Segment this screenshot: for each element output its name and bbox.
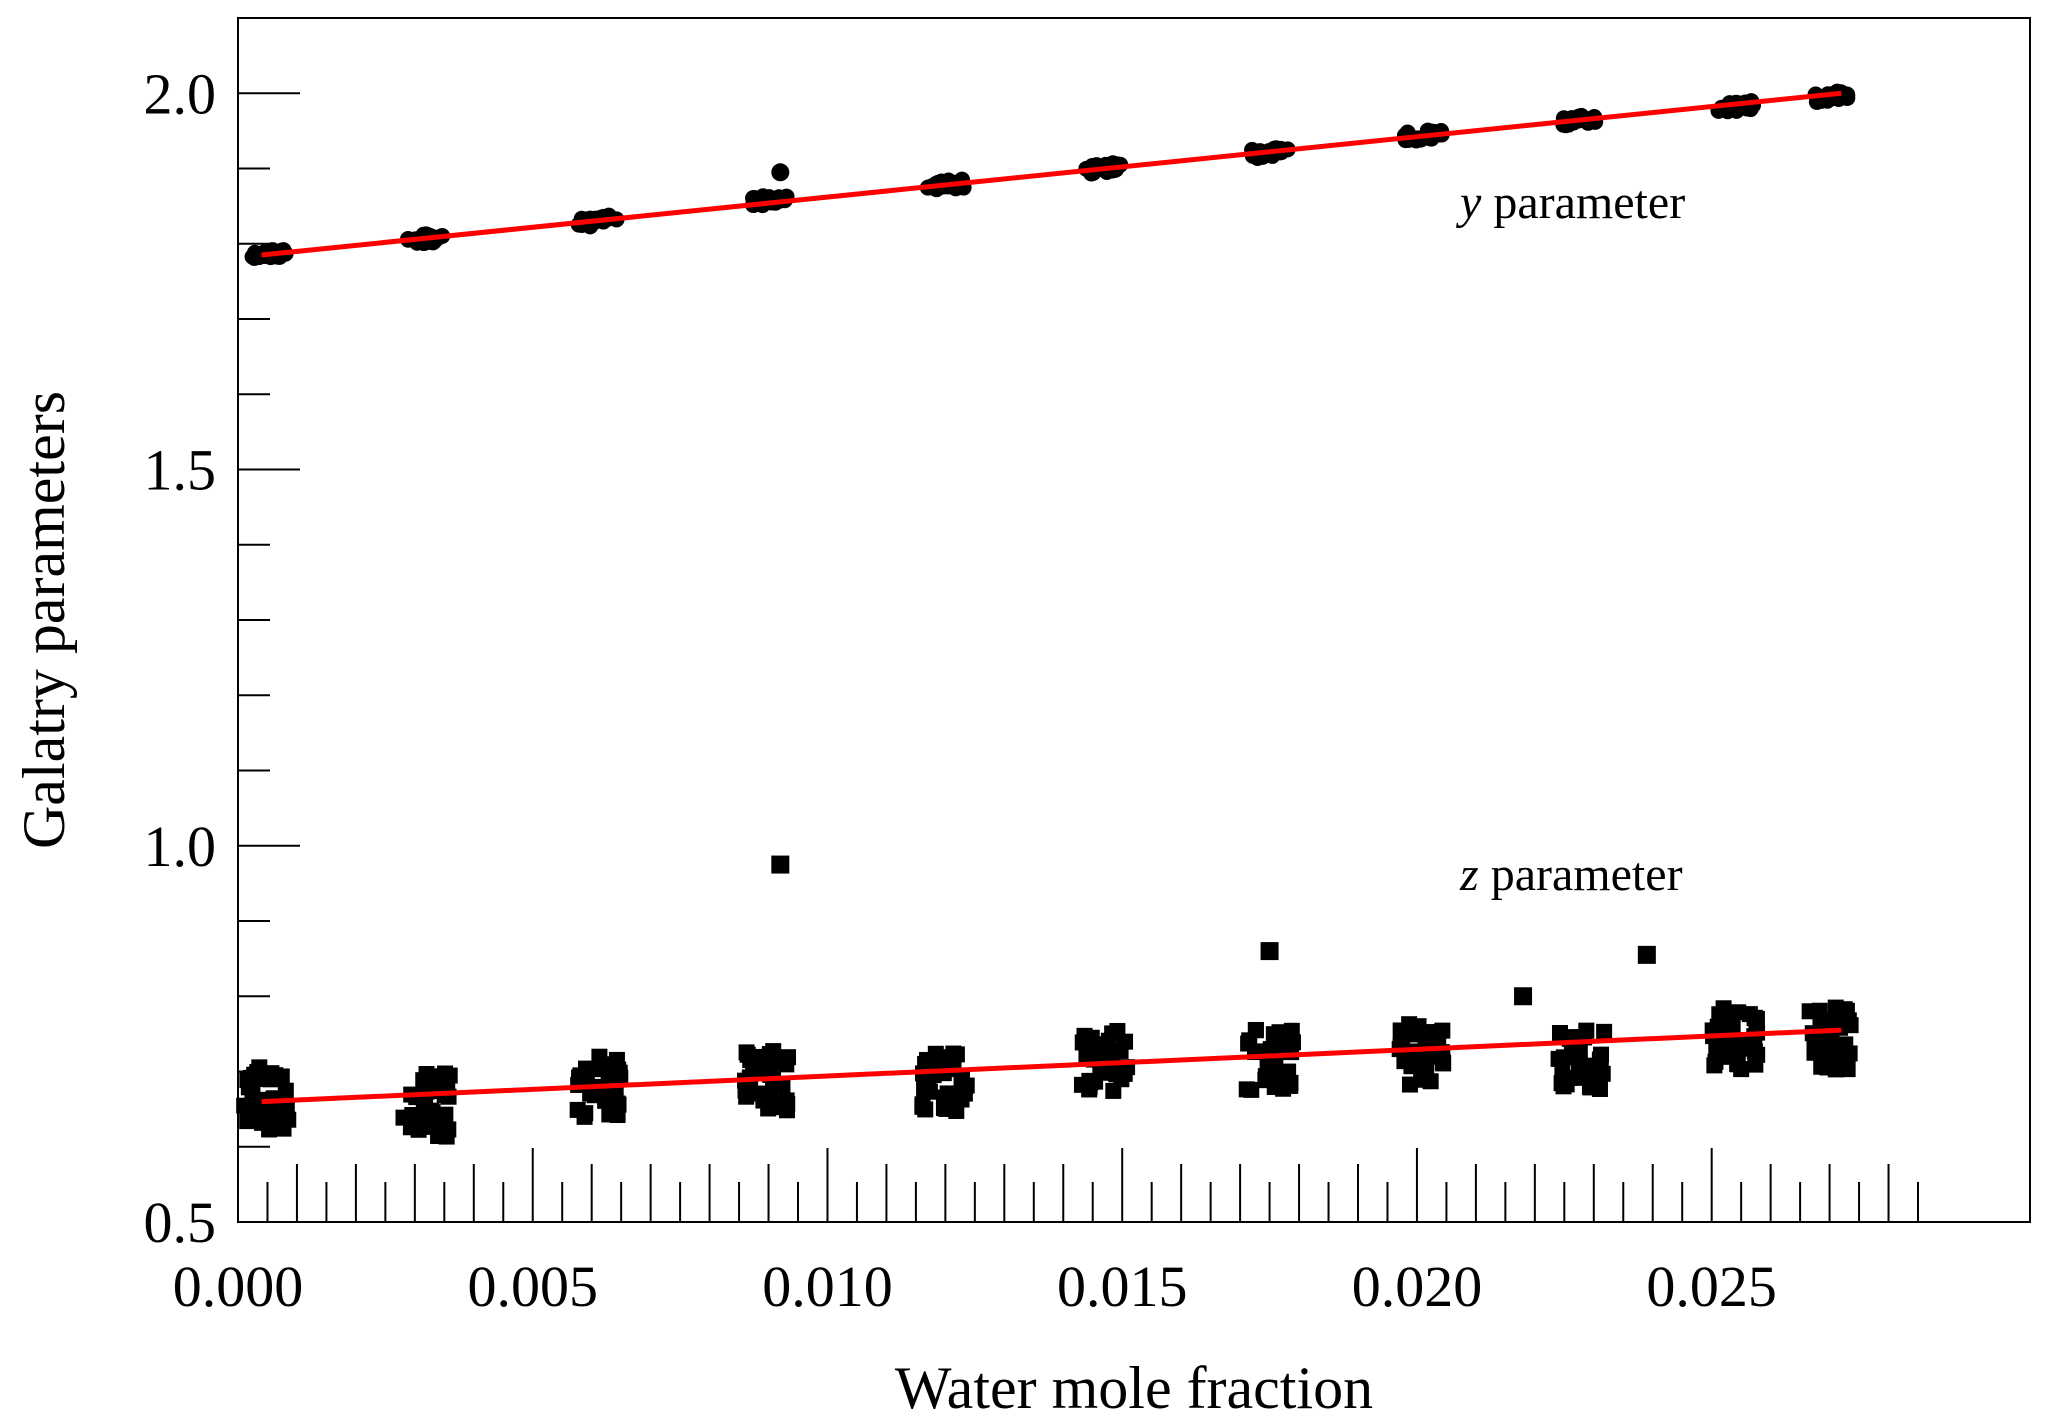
z-parameter-point: [441, 1067, 458, 1084]
z-parameter-point: [1837, 1036, 1854, 1053]
data-points: [236, 83, 1859, 1145]
z-parameter-point: [1081, 1079, 1098, 1096]
z-parameter-point: [576, 1108, 593, 1125]
z-parameter-point: [240, 1079, 257, 1096]
z-parameter-point: [1247, 1021, 1264, 1038]
z-parameter-point: [1434, 1048, 1451, 1065]
z-parameter-outlier: [1514, 987, 1533, 1006]
z-parameter-point: [927, 1045, 944, 1062]
y-parameter-italic: y: [1455, 176, 1482, 229]
z-parameter-point: [739, 1046, 756, 1063]
z-parameter-point: [428, 1068, 445, 1085]
z-parameter-point: [948, 1102, 965, 1119]
y-parameter-text: parameter: [1481, 176, 1685, 229]
z-parameter-point: [267, 1067, 284, 1084]
z-parameter-point: [249, 1064, 266, 1081]
z-parameter-point: [273, 1113, 290, 1130]
x-axis-title: Water mole fraction: [895, 1355, 1373, 1421]
z-parameter-point: [236, 1097, 253, 1114]
z-parameter-point: [935, 1100, 952, 1117]
z-parameter-point: [1819, 1059, 1836, 1076]
z-parameter-point: [1558, 1076, 1575, 1093]
x-tick-label: 0.025: [1646, 1254, 1777, 1319]
z-parameter-point: [737, 1082, 754, 1099]
y-axis-title: Galatry parameters: [11, 391, 77, 849]
z-parameter-point: [958, 1077, 975, 1094]
z-parameter-point: [419, 1118, 436, 1135]
y-tick-label: 2.0: [144, 61, 217, 126]
z-parameter-point: [1723, 1012, 1740, 1029]
z-parameter-point: [1715, 1000, 1732, 1017]
z-parameter-point: [1104, 1046, 1121, 1063]
x-tick-labels: 0.000 0.005 0.010 0.015 0.020 0.025: [173, 1254, 1777, 1319]
z-parameter-point: [1104, 1025, 1121, 1042]
y-parameter-fit-line: [261, 90, 1842, 258]
z-parameter-point: [610, 1096, 627, 1113]
z-parameter-point: [745, 1058, 762, 1075]
z-parameter-point: [1591, 1080, 1608, 1097]
z-parameter-point: [591, 1048, 608, 1065]
z-parameter-point: [1421, 1024, 1438, 1041]
z-parameter-point: [1596, 1023, 1613, 1040]
z-parameter-italic: z: [1459, 848, 1479, 901]
z-parameter-point: [1710, 1041, 1727, 1058]
z-parameter-point: [611, 1064, 628, 1081]
z-parameter-point: [1418, 1063, 1435, 1080]
z-parameter-point: [1396, 1053, 1413, 1070]
z-parameter-point: [1733, 1061, 1750, 1078]
x-tick-label: 0.020: [1352, 1254, 1483, 1319]
y-tick-labels: 0.5 1.0 1.5 2.0: [144, 61, 217, 1255]
x-tick-label: 0.000: [173, 1254, 304, 1319]
z-parameter-point: [1243, 1081, 1260, 1098]
z-parameter-outlier: [1637, 945, 1656, 964]
z-parameter-point: [1401, 1076, 1418, 1093]
x-tick-label: 0.005: [467, 1254, 598, 1319]
z-parameter-point: [1392, 1022, 1409, 1039]
z-parameter-point: [764, 1053, 781, 1070]
y-tick-label: 1.5: [144, 438, 217, 503]
z-parameter-point: [1083, 1029, 1100, 1046]
z-parameter-point: [1434, 1022, 1451, 1039]
z-parameter-point: [1108, 1066, 1125, 1083]
y-parameter-point: [755, 188, 772, 205]
z-parameter-point: [779, 1095, 796, 1112]
z-parameter-fit-line: [261, 1027, 1842, 1105]
z-parameter-point: [1280, 1063, 1297, 1080]
z-parameter-point: [277, 1082, 294, 1099]
z-parameter-point: [440, 1121, 457, 1138]
z-parameter-point: [939, 1085, 956, 1102]
x-tick-label: 0.015: [1057, 1254, 1188, 1319]
z-parameter-point: [571, 1069, 588, 1086]
x-tick-label: 0.010: [762, 1254, 893, 1319]
z-parameter-point: [1587, 1060, 1604, 1077]
y-tick-label: 1.0: [144, 814, 217, 879]
z-parameter-outlier: [1260, 942, 1279, 961]
z-parameter-text: parameter: [1479, 848, 1683, 901]
z-parameter-point: [1837, 1051, 1854, 1068]
z-parameter-point: [597, 1092, 614, 1109]
y-parameter-outlier: [771, 163, 790, 182]
z-parameter-point: [1742, 1038, 1759, 1055]
z-parameter-point: [424, 1104, 441, 1121]
z-parameter-label: z parameter: [1459, 848, 1683, 901]
z-parameter-point: [1746, 1010, 1763, 1027]
z-parameter-point: [1282, 1077, 1299, 1094]
y-tick-label: 0.5: [144, 1190, 217, 1255]
z-parameter-point: [1105, 1082, 1122, 1099]
z-parameter-point: [404, 1107, 421, 1124]
z-parameter-outlier: [771, 855, 790, 874]
z-parameter-point: [1707, 1053, 1724, 1070]
y-parameter-label: y parameter: [1455, 176, 1685, 229]
z-parameter-point: [945, 1045, 962, 1062]
axis-ticks: [237, 17, 1919, 1223]
fit-lines: [261, 90, 1842, 1105]
z-parameter-point: [917, 1101, 934, 1118]
z-parameter-point: [415, 1072, 432, 1089]
z-parameter-point: [1840, 1012, 1857, 1029]
z-parameter-point: [1812, 1012, 1829, 1029]
